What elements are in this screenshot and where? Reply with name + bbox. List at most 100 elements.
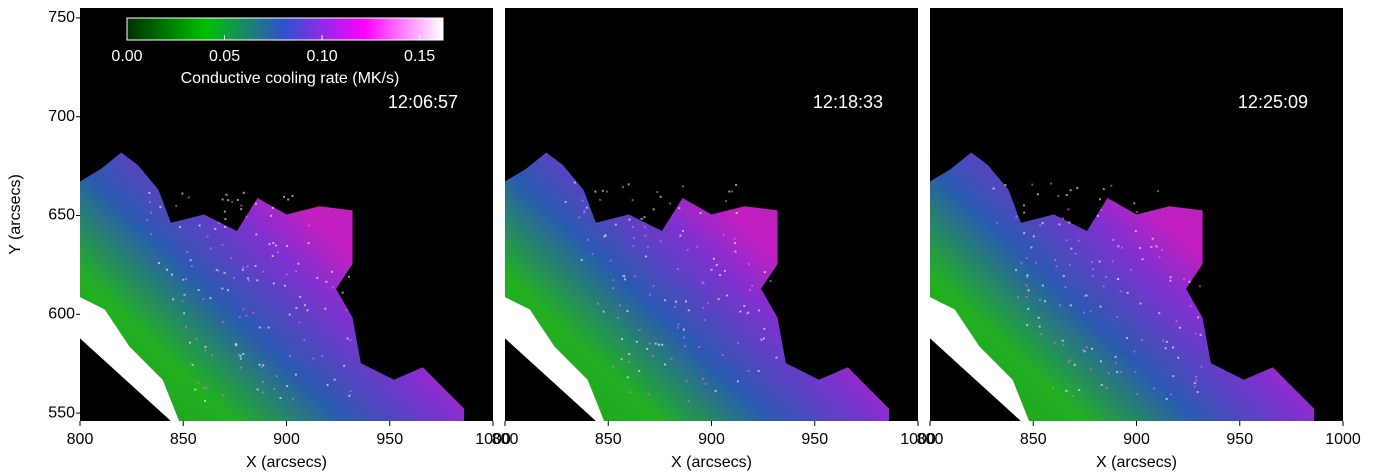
speckle [331,286,334,289]
y-tick-label: 700 [48,108,75,125]
speckle [581,199,584,202]
speckle [190,265,193,268]
speckle [733,237,736,240]
speckle [751,284,754,287]
speckle [602,310,605,313]
speckle [1039,333,1042,336]
speckle [217,221,220,224]
speckle [670,357,673,360]
speckle [661,343,664,346]
speckle [283,284,286,287]
speckle [1139,247,1142,250]
speckle [683,345,686,348]
emission-region [80,152,465,422]
speckle [583,211,586,214]
speckle [1119,290,1122,293]
speckle [1092,268,1095,271]
speckle [1083,295,1086,298]
speckle [1141,258,1144,261]
speckle [704,382,707,385]
speckle [677,267,680,270]
speckle [221,198,224,201]
colorbar-tick-label: 0.00 [111,48,142,65]
speckle [1090,261,1093,264]
speckle [235,344,238,347]
speckle [1034,261,1037,264]
speckle [209,297,212,300]
speckle [321,354,324,357]
speckle [701,281,704,284]
speckle [996,221,999,224]
speckle [1061,339,1064,342]
speckle [631,199,634,202]
speckle [687,309,690,312]
speckle [205,386,208,389]
speckle [1133,202,1136,205]
speckle [303,338,306,341]
speckle [276,251,279,254]
speckle [285,273,288,276]
speckle [682,185,685,188]
speckle [1195,379,1198,382]
speckle [737,342,740,345]
speckle [1039,224,1042,227]
speckle [291,397,294,400]
speckle [209,247,212,250]
speckle [682,336,685,339]
speckle [1161,248,1164,251]
speckle [297,262,300,265]
speckle [659,195,662,198]
speckle [1158,312,1161,315]
speckle [1175,320,1178,323]
speckle [185,277,188,280]
speckle [1119,370,1122,373]
speckle [289,354,292,357]
speckle [628,218,631,221]
speckle [676,326,679,329]
speckle [272,241,275,244]
speckle [714,389,717,392]
speckle [1172,375,1175,378]
speckle [1015,215,1018,218]
speckle [763,327,766,330]
speckle [224,218,227,221]
speckle [1116,315,1119,318]
speckle [669,202,672,205]
speckle [316,276,319,279]
speckle [585,206,588,209]
speckle [739,310,742,313]
speckle [1110,184,1113,187]
x-tick-label: 800 [492,431,519,448]
speckle [699,212,702,215]
speckle [268,243,271,246]
speckle [1089,368,1092,371]
speckle [1065,389,1068,392]
speckle [256,279,259,282]
speckle [159,205,162,208]
speckle [657,343,660,346]
speckle [1061,217,1064,220]
speckle [654,342,657,345]
speckle [594,190,597,193]
speckle [644,234,647,237]
speckle [1121,246,1124,249]
speckle [702,306,705,309]
speckle [240,208,243,211]
speckle [609,259,612,262]
speckle [736,380,739,383]
speckle [303,304,306,307]
speckle [1069,359,1072,362]
speckle [664,363,667,366]
speckle [1188,280,1191,283]
speckle [656,190,659,193]
emission-region [505,152,890,422]
speckle [242,352,245,355]
speckle [1112,238,1115,241]
speckle [204,349,207,352]
speckle [1025,284,1028,287]
speckle [580,258,583,261]
speckle [345,309,348,312]
speckle [992,187,995,190]
speckle [1049,182,1052,185]
speckle [223,271,226,274]
